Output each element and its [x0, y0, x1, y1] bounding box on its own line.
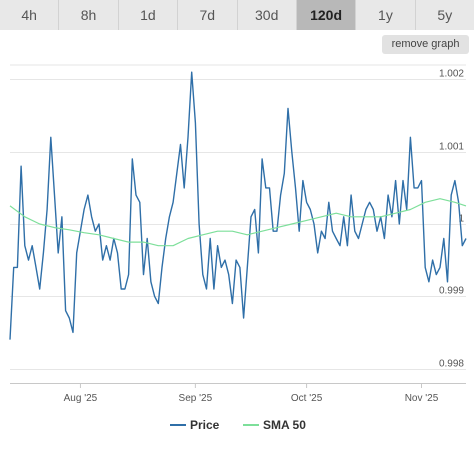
legend-label-price: Price: [190, 418, 220, 432]
time-range-selector: 4h 8h 1d 7d 30d 120d 1y 5y: [0, 0, 474, 30]
range-button-1y[interactable]: 1y: [356, 0, 416, 30]
range-button-120d[interactable]: 120d: [296, 0, 357, 30]
remove-graph-button[interactable]: remove graph: [382, 35, 469, 54]
range-button-30d[interactable]: 30d: [237, 0, 297, 30]
range-button-7d[interactable]: 7d: [178, 0, 238, 30]
x-tick-label: Nov '25: [405, 393, 439, 404]
y-tick-label: 1.002: [439, 69, 464, 80]
x-tick-label: Aug '25: [64, 393, 98, 404]
x-tick-label: Oct '25: [291, 393, 323, 404]
y-tick-label: 1.001: [439, 142, 464, 153]
range-button-4h[interactable]: 4h: [0, 0, 60, 30]
range-button-8h[interactable]: 8h: [59, 0, 119, 30]
price-series-line: [9, 71, 467, 340]
x-tick-label: Sep '25: [179, 393, 213, 404]
y-tick-label: 1: [458, 214, 464, 225]
y-tick-label: 0.999: [439, 286, 464, 297]
range-button-1d[interactable]: 1d: [118, 0, 179, 30]
range-button-5y[interactable]: 5y: [415, 0, 474, 30]
y-tick-label: 0.998: [439, 359, 464, 370]
sma-50-series-line: [9, 198, 467, 247]
legend-label-sma-50: SMA 50: [263, 418, 306, 432]
